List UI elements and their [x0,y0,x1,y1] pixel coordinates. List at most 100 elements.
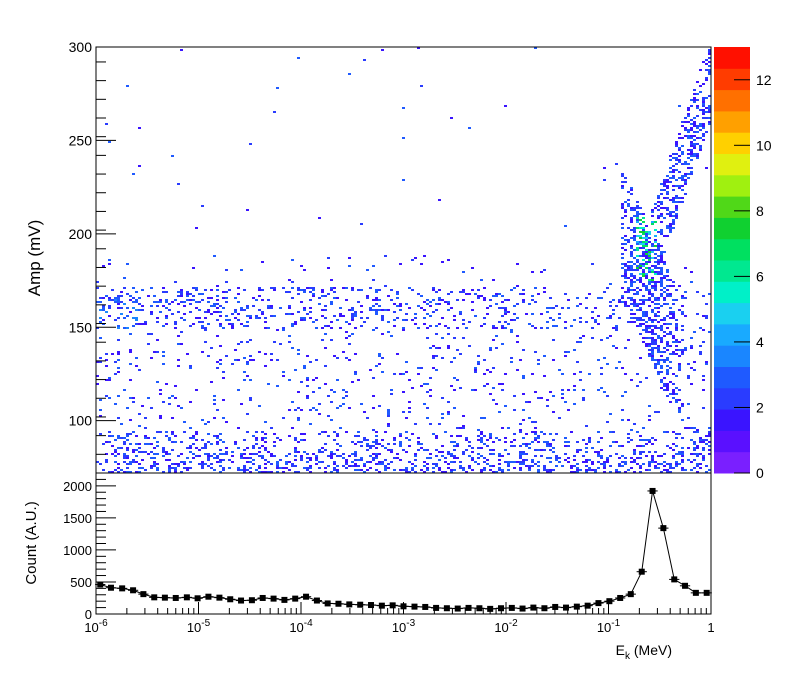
heatmap-cell [372,407,375,409]
heatmap-cell [594,319,597,321]
heatmap-cell [312,391,315,393]
heatmap-cell [318,297,321,299]
heatmap-cell [120,291,123,293]
heatmap-cell [681,175,684,177]
spectrum-point [281,596,288,603]
heatmap-cell [336,471,339,473]
heatmap-cell [453,441,456,443]
heatmap-cell [639,333,642,335]
heatmap-cell [651,311,654,313]
heatmap-cell [468,465,471,467]
heatmap-cell [630,207,633,209]
heatmap-cell [636,457,639,459]
heatmap-cell [189,293,192,295]
heatmap-cell [528,401,531,403]
heatmap-cell [528,467,531,469]
heatmap-cell [648,281,651,283]
heatmap-cell [663,181,666,183]
heatmap-cell [669,313,672,315]
heatmap-cell [228,319,231,321]
heatmap-cell [342,465,345,467]
heatmap-cell [207,459,210,461]
heatmap-cell [666,343,669,345]
heatmap-cell [690,123,693,125]
heatmap-cell [159,389,162,391]
heatmap-cell [135,449,138,451]
heatmap-cell [207,301,210,303]
heatmap-cell [213,305,216,307]
heatmap-cell [645,311,648,313]
heatmap-cell [159,431,162,433]
heatmap-cell [477,289,480,291]
heatmap-cell [666,193,669,195]
heatmap-cell [555,305,558,307]
heatmap-cell [657,467,660,469]
spectrum-point [378,602,385,609]
heatmap-cell [264,447,267,449]
heatmap-cell [705,107,708,109]
heatmap-cell [564,437,567,439]
heatmap-cell [630,461,633,463]
heatmap-cell [111,435,114,437]
heatmap-cell [600,457,603,459]
heatmap-cell [600,437,603,439]
heatmap-cell [645,277,648,279]
heatmap-cell [603,179,606,181]
heatmap-cell [117,471,120,473]
heatmap-cell [585,461,588,463]
spectrum-point [660,525,667,532]
heatmap-cell [696,157,699,159]
heatmap-cell [300,439,303,441]
heatmap-cell [642,301,645,303]
heatmap-cell [396,457,399,459]
heatmap-cell [444,471,447,473]
heatmap-cell [117,453,120,455]
heatmap-cell [294,455,297,457]
heatmap-cell [678,149,681,151]
heatmap-cell [261,299,264,301]
color-bar-step [714,366,750,389]
heatmap-cell [279,459,282,461]
heatmap-cell [510,357,513,359]
heatmap-cell [207,311,210,313]
heatmap-cell [288,461,291,463]
heatmap-cell [429,305,432,307]
heatmap-cell [660,351,663,353]
heatmap-cell [180,291,183,293]
heatmap-cell [120,313,123,315]
heatmap-cell [669,223,672,225]
heatmap-cell [333,297,336,299]
spectrum-point [368,602,375,609]
heatmap-cell [663,331,666,333]
heatmap-cell [603,167,606,169]
heatmap-cell [552,411,555,413]
heatmap-cell [354,353,357,355]
heatmap-cell [597,389,600,391]
heatmap-cell [612,431,615,433]
heatmap-cell [672,171,675,173]
heatmap-cell [678,309,681,311]
heatmap-cell [678,105,681,107]
heatmap-cell [375,469,378,471]
heatmap-cell [504,309,507,311]
heatmap-cell [447,411,450,413]
heatmap-cell [708,427,711,429]
heatmap-cell [660,289,663,291]
heatmap-cell [372,265,375,267]
heatmap-cell [486,463,489,465]
heatmap-cell [375,457,378,459]
heatmap-cell [621,223,624,225]
heatmap-cell [597,455,600,457]
spectrum-point [270,595,277,602]
heatmap-cell [351,465,354,467]
heatmap-cell [423,255,426,257]
heatmap-cell [489,299,492,301]
heatmap-cell [636,247,639,249]
heatmap-cell [117,417,120,419]
heatmap-cell [669,295,672,297]
heatmap-cell [375,299,378,301]
heatmap-cell [699,453,702,455]
heatmap-cell [177,365,180,367]
heatmap-cell [651,329,654,331]
heatmap-cell [291,465,294,467]
